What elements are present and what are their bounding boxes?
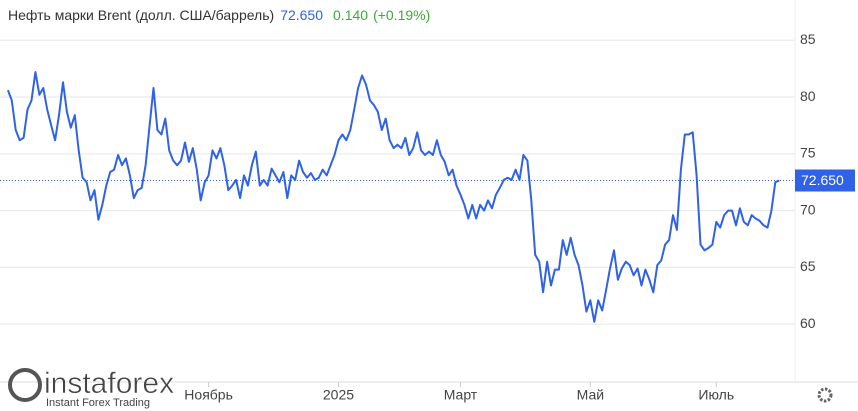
logo-text: instaforex xyxy=(44,367,174,400)
chart-title: Нефть марки Brent (долл. США/баррель) xyxy=(8,7,274,23)
price-line xyxy=(6,71,780,323)
change-percent: (+0.19%) xyxy=(373,7,430,23)
current-price-label: 72.650 xyxy=(801,172,844,188)
y-tick-label: 75 xyxy=(800,145,816,161)
current-price: 72.650 xyxy=(280,7,323,23)
x-tick-label: Июль xyxy=(698,387,734,403)
y-tick-label: 85 xyxy=(800,31,816,47)
x-tick-label: Ноябрь xyxy=(184,387,233,403)
change: 0.140 xyxy=(333,7,368,23)
logo-tagline: Instant Forex Trading xyxy=(46,397,150,409)
x-tick-label: Май xyxy=(577,387,604,403)
y-tick-label: 70 xyxy=(800,201,816,217)
current-price-box xyxy=(795,169,855,192)
logo-icon xyxy=(8,368,42,402)
y-tick-label: 80 xyxy=(800,88,816,104)
x-tick-label: Март xyxy=(444,387,478,403)
y-tick-label: 65 xyxy=(800,258,816,274)
settings-icon[interactable] xyxy=(817,387,833,403)
header: Нефть марки Brent (долл. США/баррель) 72.… xyxy=(8,7,430,23)
gear[interactable] xyxy=(817,387,833,403)
x-tick-label: 2025 xyxy=(323,387,354,403)
logo: instaforex Instant Forex Trading xyxy=(8,367,174,409)
y-tick-label: 60 xyxy=(800,315,816,331)
